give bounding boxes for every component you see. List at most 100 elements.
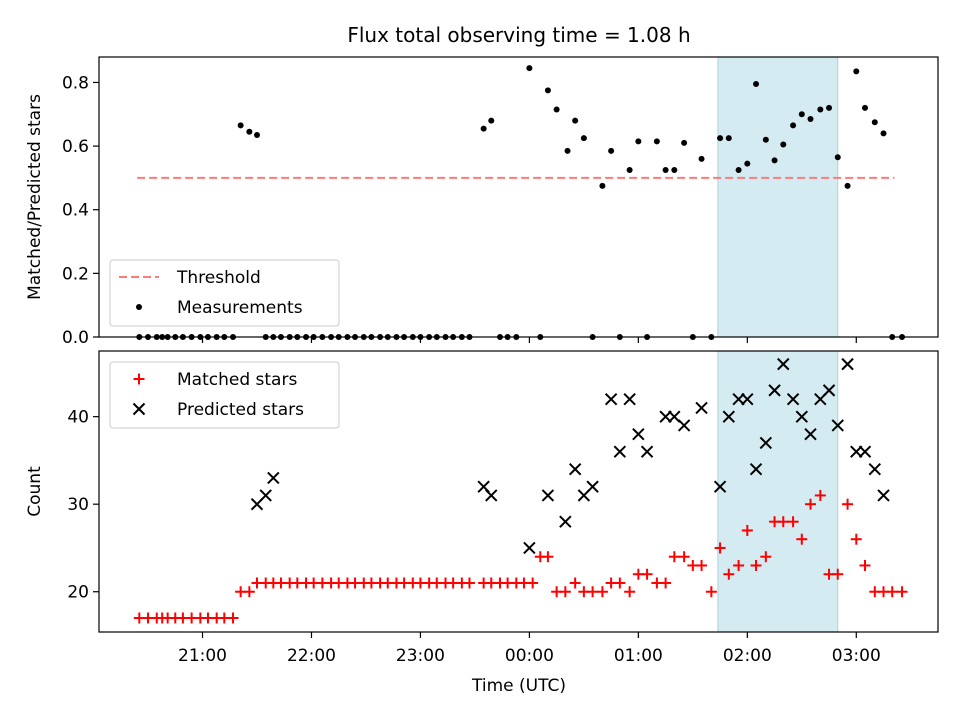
predicted-star-point (822, 384, 836, 397)
matched-star-point (527, 577, 539, 589)
predicted-star-point (613, 445, 627, 458)
predicted-star-point (858, 445, 872, 458)
predicted-star-point (713, 480, 727, 493)
y-axis-label: Matched/Predicted stars (25, 94, 45, 300)
measurement-point (762, 136, 769, 143)
measurement-point (564, 147, 571, 154)
matched-star-point (741, 524, 753, 536)
y-tick-label: 40 (67, 408, 89, 428)
measurement-point (844, 182, 851, 189)
predicted-star-point (259, 489, 272, 502)
predicted-star-point (877, 489, 890, 502)
measurement-point (861, 104, 868, 111)
series-predicted-stars (250, 357, 890, 555)
highlight-span (717, 56, 839, 338)
series-matched-stars (133, 489, 908, 624)
x-tick-label: 03:00 (832, 646, 881, 666)
matched-star-point (243, 586, 255, 598)
legend-label: Threshold (176, 268, 261, 288)
measurement-point (681, 139, 688, 146)
predicted-star-point (541, 489, 555, 502)
measurement-point (488, 117, 495, 124)
x-tick-label: 23:00 (396, 646, 445, 666)
predicted-star-point (559, 515, 572, 528)
matched-star-point (777, 516, 789, 528)
y-tick-label: 0.6 (62, 137, 89, 157)
matched-star-point (463, 577, 475, 589)
measurement-point (807, 116, 814, 123)
measurement-point (780, 141, 787, 148)
x-axis-label: Time (UTC) (471, 676, 566, 696)
legend-label: Predicted stars (177, 400, 304, 420)
measurement-point (553, 106, 560, 113)
predicted-star-point (868, 462, 882, 476)
predicted-star-point (804, 427, 817, 441)
legend: Threshold Measurements (109, 259, 340, 327)
measurement-point (662, 166, 669, 173)
predicted-star-point (623, 392, 636, 406)
measurement-point (635, 138, 642, 145)
x-tick-label: 22:00 (287, 646, 336, 666)
ratio-panel: 0.0 0.2 0.4 0.6 0.8 Matched/Predicted stars Th… (25, 56, 939, 348)
matched-star-point (787, 516, 799, 528)
predicted-star-point (677, 419, 691, 432)
matched-star-point (660, 577, 672, 589)
matched-star-point (832, 568, 844, 580)
predicted-star-point (695, 401, 708, 415)
measurement-point (246, 128, 253, 135)
matched-star-point (814, 489, 826, 501)
matched-star-point (596, 586, 608, 598)
legend: Matched stars Predicted stars (109, 361, 340, 429)
measurement-point (735, 166, 742, 173)
matched-star-point (542, 551, 554, 563)
predicted-star-point (722, 410, 736, 423)
legend-predicted-swatch (132, 402, 146, 416)
chart-title: Flux total observing time = 1.08 h (347, 23, 690, 47)
measurement-point (753, 81, 760, 88)
measurement-point (790, 122, 797, 129)
predicted-star-point (841, 357, 854, 371)
measurement-point (599, 182, 606, 189)
measurement-point (653, 138, 660, 145)
measurement-point (237, 122, 244, 129)
measurement-point (853, 68, 860, 75)
matched-star-point (641, 568, 653, 580)
matched-star-point (696, 559, 708, 571)
predicted-star-point (586, 480, 599, 493)
measurement-point (826, 104, 833, 111)
measurement-point (671, 166, 678, 173)
measurement-point (526, 65, 533, 72)
predicted-star-point (777, 357, 790, 371)
predicted-star-point (749, 462, 763, 476)
matched-star-point (805, 498, 817, 510)
predicted-star-point (632, 427, 645, 441)
matched-star-point (896, 586, 908, 598)
predicted-star-point (640, 445, 654, 458)
measurement-point (725, 135, 732, 142)
measurement-point (253, 131, 260, 138)
measurement-point (572, 117, 579, 124)
predicted-star-point (831, 419, 844, 432)
matched-star-point (750, 559, 762, 571)
matched-star-point (714, 542, 726, 554)
measurement-point (744, 160, 751, 167)
matched-star-point (227, 612, 239, 624)
measurement-point (880, 130, 887, 137)
predicted-star-point (768, 384, 781, 397)
measurement-point (717, 135, 724, 142)
matched-star-point (733, 559, 745, 571)
legend-frame (109, 259, 340, 327)
y-tick-label: 0.8 (62, 73, 89, 93)
x-tick-label: 21:00 (178, 646, 227, 666)
y-axis-label: Count (25, 466, 45, 517)
matched-star-point (668, 551, 680, 563)
x-tick-label: 01:00 (614, 646, 663, 666)
count-panel: 20 30 40 21:00 22:00 23:00 00:00 01:00 02:00 03:0… (25, 350, 939, 666)
matched-star-point (614, 577, 626, 589)
predicted-star-point (568, 462, 582, 476)
measurement-point (798, 111, 805, 118)
legend-measurement-swatch (136, 304, 142, 310)
plot-frame (98, 56, 939, 338)
predicted-star-point (786, 392, 800, 406)
